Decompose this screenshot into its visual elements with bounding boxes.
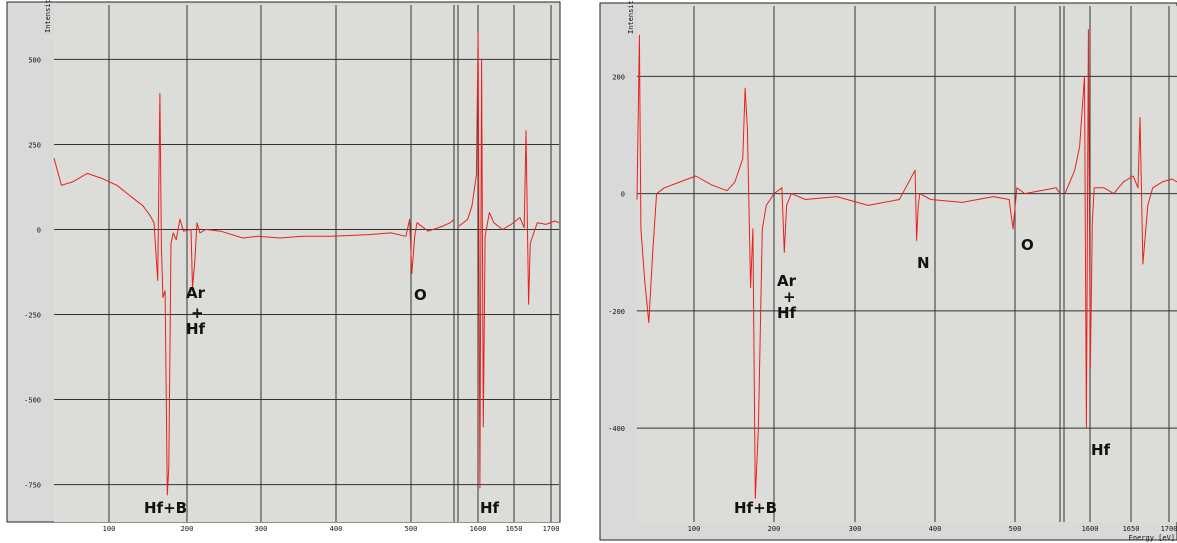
x-tick-label: 1600 bbox=[470, 525, 487, 533]
spectrum-trace bbox=[636, 34, 1061, 499]
peak-annotation: Hf bbox=[1091, 441, 1111, 459]
spectrum-trace bbox=[1064, 29, 1177, 429]
peak-annotation: Hf bbox=[777, 304, 797, 322]
peak-annotation: Hf bbox=[480, 499, 500, 517]
peak-annotation: + bbox=[783, 288, 796, 306]
peak-annotation: Hf+B bbox=[144, 499, 187, 517]
x-tick-label: 1650 bbox=[1123, 525, 1140, 533]
x-tick-label: 200 bbox=[768, 525, 781, 533]
x-tick-label: 100 bbox=[688, 525, 701, 533]
y-tick-label: -750 bbox=[24, 482, 41, 490]
y-tick-label: -500 bbox=[24, 397, 41, 405]
x-tick-label: 100 bbox=[103, 525, 116, 533]
peak-annotation: Hf+B bbox=[734, 499, 777, 517]
x-tick-label: 1700 bbox=[1161, 525, 1177, 533]
y-axis-label: Intensit bbox=[44, 0, 52, 33]
y-tick-label: -250 bbox=[24, 312, 41, 320]
chart-right-svg: 200 0 -200 -400 100 200 300 400 500 1600 1650 1700 I… bbox=[599, 0, 1177, 542]
y-tick-label: 200 bbox=[612, 73, 625, 81]
y-axis-label: Intensit bbox=[627, 0, 635, 34]
x-tick-label: 1700 bbox=[543, 525, 560, 533]
x-tick-label: 300 bbox=[255, 525, 268, 533]
peak-annotation: + bbox=[191, 304, 204, 322]
x-tick-label: 1600 bbox=[1082, 525, 1099, 533]
x-tick-label: 500 bbox=[1009, 525, 1022, 533]
y-tick-label: 250 bbox=[28, 141, 41, 149]
spectrum-chart-left: 500 250 0 -250 -500 -750 100 200 300 400 500 1600 16… bbox=[6, 0, 568, 543]
peak-annotation: Ar bbox=[777, 272, 797, 290]
y-tick-label: -200 bbox=[608, 308, 625, 316]
peak-annotation: O bbox=[414, 286, 427, 304]
y-tick-label: 0 bbox=[37, 226, 41, 234]
x-tick-label: 500 bbox=[405, 525, 418, 533]
peak-annotation: N bbox=[917, 254, 930, 272]
peak-annotation: O bbox=[1021, 236, 1034, 254]
plot-area bbox=[54, 5, 559, 522]
x-tick-label: 300 bbox=[849, 525, 862, 533]
x-tick-label: 1650 bbox=[506, 525, 523, 533]
x-axis-label: Energy [eV] bbox=[1129, 534, 1175, 542]
y-tick-label: -400 bbox=[608, 425, 625, 433]
peak-annotation: Ar bbox=[186, 284, 206, 302]
x-tick-label: 200 bbox=[181, 525, 194, 533]
x-tick-label: 400 bbox=[929, 525, 942, 533]
spectrum-trace bbox=[53, 92, 455, 496]
chart-left-svg: 500 250 0 -250 -500 -750 100 200 300 400 500 1600 16… bbox=[6, 0, 561, 533]
y-tick-label: 0 bbox=[621, 191, 625, 199]
x-tick-label: 400 bbox=[330, 525, 343, 533]
spectrum-trace bbox=[458, 31, 560, 489]
spectrum-chart-right: 200 0 -200 -400 100 200 300 400 500 1600 1650 1700 I… bbox=[597, 0, 1177, 543]
peak-annotation: Hf bbox=[186, 320, 206, 338]
y-tick-label: 500 bbox=[28, 56, 41, 64]
